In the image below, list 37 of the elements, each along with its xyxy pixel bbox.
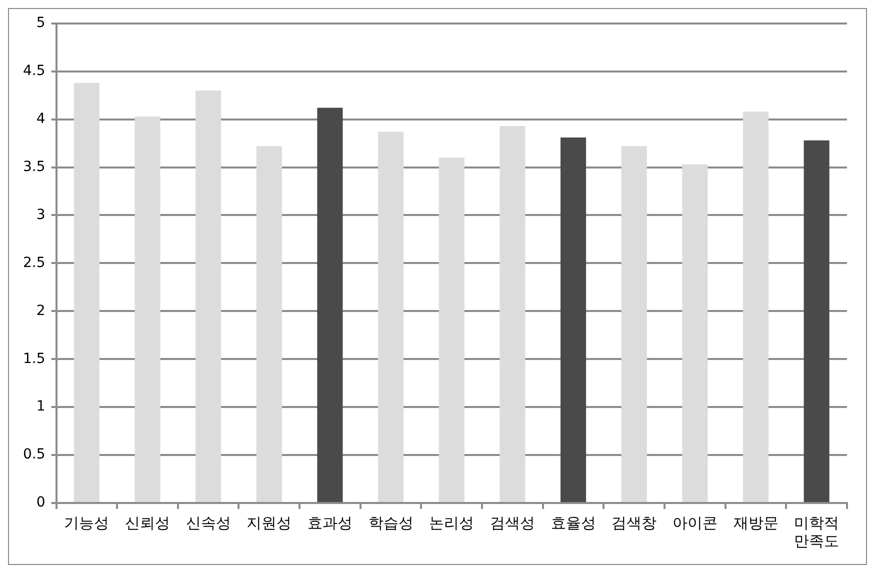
y-tick-label: 5 bbox=[36, 15, 46, 32]
x-tick-label: 검색창 bbox=[612, 515, 657, 532]
y-tick-label: 3.5 bbox=[23, 158, 46, 175]
bar bbox=[621, 146, 647, 502]
x-tick-label: 기능성 bbox=[64, 515, 110, 532]
bar bbox=[378, 132, 404, 502]
bar bbox=[134, 116, 160, 502]
x-tick-label: 검색성 bbox=[490, 515, 535, 532]
y-tick-label: 4 bbox=[36, 110, 46, 127]
bar bbox=[196, 90, 222, 502]
y-tick-label: 1.5 bbox=[23, 350, 46, 367]
bar bbox=[74, 82, 100, 502]
bar bbox=[804, 140, 830, 502]
bar bbox=[438, 158, 464, 502]
bar bbox=[742, 112, 769, 502]
bar bbox=[682, 164, 708, 502]
bar bbox=[256, 146, 282, 502]
x-tick-label: 신뢰성 bbox=[125, 515, 170, 532]
y-tick-label: 4.5 bbox=[23, 63, 46, 79]
x-tick-label: 지원성 bbox=[246, 515, 292, 532]
x-tick-label: 신속성 bbox=[186, 515, 231, 532]
x-tick-label: 논리성 bbox=[429, 515, 474, 532]
y-tick-label: 2 bbox=[36, 302, 46, 319]
x-tick-label: 미학적 만족도 bbox=[794, 515, 840, 550]
y-tick-label: 1 bbox=[36, 398, 46, 415]
bar bbox=[560, 138, 586, 502]
bar bbox=[317, 108, 343, 502]
y-tick-label: 3 bbox=[36, 206, 46, 223]
x-tick-label: 효율성 bbox=[550, 515, 596, 532]
x-tick-label: 재방문 bbox=[733, 515, 778, 532]
x-tick-label: 학습성 bbox=[368, 515, 414, 532]
x-tick-label: 효과성 bbox=[307, 515, 352, 532]
y-tick-label: 2.5 bbox=[23, 254, 46, 271]
bar bbox=[500, 126, 526, 502]
x-tick-label: 아이콘 bbox=[672, 515, 718, 532]
y-tick-label: 0.5 bbox=[23, 446, 46, 463]
y-tick-label: 0 bbox=[36, 494, 46, 511]
